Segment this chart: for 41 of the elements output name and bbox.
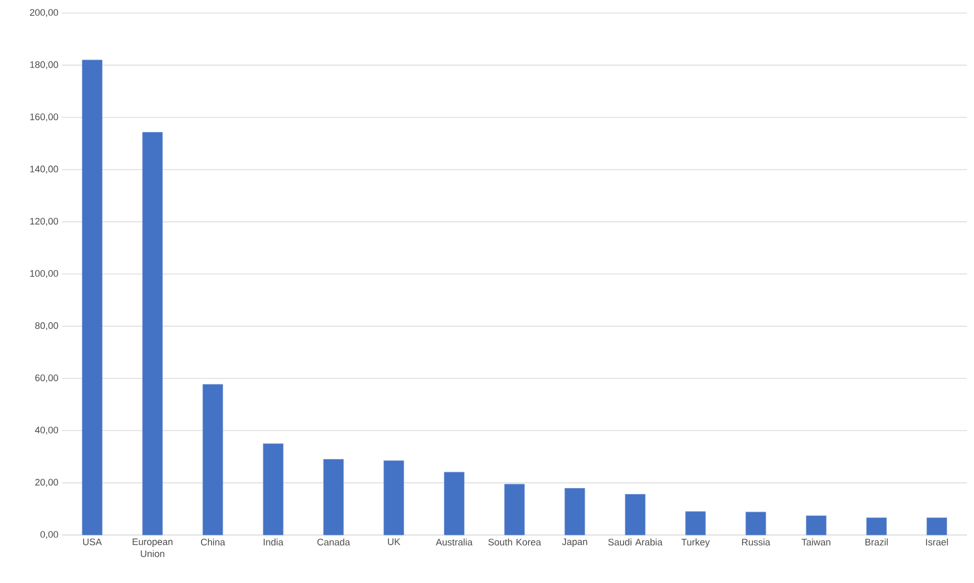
x-tick-label: Saudi Arabia bbox=[608, 538, 663, 546]
bar bbox=[262, 443, 284, 536]
bar bbox=[504, 484, 525, 536]
x-tick-label: Japan bbox=[562, 538, 588, 547]
bar bbox=[384, 460, 404, 536]
y-tick-label: 180,00 bbox=[30, 61, 58, 70]
bar bbox=[82, 60, 102, 536]
y-tick-label: 60,00 bbox=[35, 374, 58, 382]
x-tick-label: Australia bbox=[436, 538, 473, 546]
x-tick-label: UK bbox=[388, 538, 400, 546]
y-tick-label: 200,00 bbox=[30, 9, 58, 17]
bar bbox=[142, 132, 163, 536]
y-tick-label: 120,00 bbox=[30, 218, 58, 226]
x-tick-label: Turkey bbox=[681, 538, 710, 548]
y-tick-label: 80,00 bbox=[35, 322, 58, 330]
bar bbox=[564, 488, 586, 536]
bar bbox=[202, 384, 224, 536]
y-tick-label: 160,00 bbox=[30, 113, 58, 122]
x-tick-label: Taiwan bbox=[802, 538, 830, 546]
x-tick-label: Russia bbox=[742, 538, 770, 546]
bar bbox=[624, 494, 646, 536]
bar bbox=[444, 472, 464, 536]
x-tick-label: Israel bbox=[926, 538, 948, 546]
y-tick-label: 40,00 bbox=[35, 426, 58, 435]
x-tick-label: European Union bbox=[132, 538, 172, 558]
bar bbox=[806, 515, 826, 536]
bar bbox=[685, 511, 706, 536]
x-tick-label: Canada bbox=[317, 538, 350, 546]
bar bbox=[866, 518, 887, 536]
bar bbox=[323, 459, 344, 536]
x-tick-label: Brazil bbox=[865, 538, 888, 546]
y-tick-label: 0,00 bbox=[40, 531, 58, 539]
y-tick-label: 140,00 bbox=[30, 166, 58, 174]
bar bbox=[746, 512, 766, 536]
x-tick-label: South Korea bbox=[488, 538, 542, 546]
x-tick-label: China bbox=[200, 538, 226, 546]
x-tick-label: India bbox=[264, 538, 284, 546]
x-tick-label: USA bbox=[83, 538, 102, 546]
y-tick-label: 20,00 bbox=[35, 478, 58, 487]
bar bbox=[926, 518, 948, 536]
y-tick-label: 100,00 bbox=[30, 270, 58, 278]
